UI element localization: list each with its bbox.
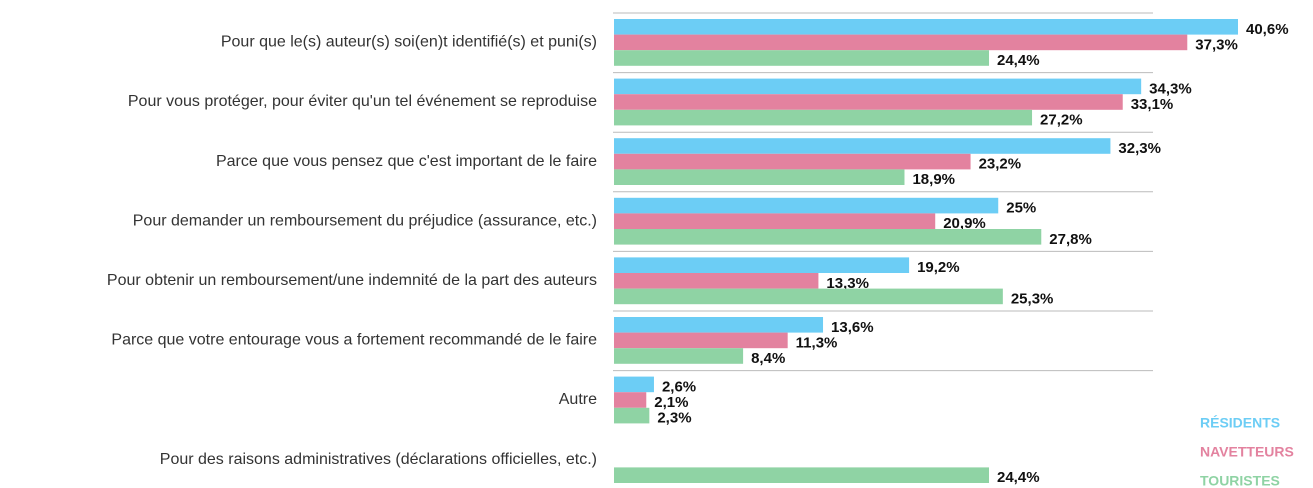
bar (614, 197, 999, 214)
bar (614, 34, 1188, 51)
category-label: Autre (559, 391, 597, 408)
legend-label: RÉSIDENTS (1200, 415, 1280, 431)
bar (614, 376, 654, 393)
bar (614, 257, 910, 273)
bar (614, 169, 905, 185)
value-label: 27,2% (1040, 112, 1083, 129)
value-label: 13,3% (826, 275, 869, 292)
value-label: 20,9% (943, 215, 986, 232)
value-label: 2,3% (657, 410, 691, 427)
bar (614, 348, 744, 364)
value-label: 32,3% (1118, 140, 1161, 157)
bar (614, 153, 971, 170)
bar (614, 78, 1142, 95)
value-label: 24,4% (997, 469, 1040, 486)
category-label: Parce que votre entourage vous a forteme… (111, 332, 597, 349)
category-label: Pour demander un remboursement du préjud… (133, 212, 597, 229)
bar (614, 273, 819, 289)
category-label: Pour que le(s) auteur(s) soi(en)t identi… (221, 34, 597, 51)
bar (614, 109, 1033, 126)
value-label: 25% (1006, 200, 1036, 217)
category-label: Pour des raisons administratives (déclar… (160, 451, 597, 468)
value-label: 2,6% (662, 378, 696, 395)
legend-label: TOURISTES (1200, 473, 1280, 488)
legend-label: NAVETTEURS (1200, 444, 1294, 460)
value-label: 13,6% (831, 319, 874, 336)
category-label: Pour obtenir un remboursement/une indemn… (107, 272, 597, 289)
value-label: 27,8% (1049, 231, 1092, 248)
bar (614, 50, 990, 66)
bar (614, 229, 1042, 245)
bar (614, 288, 1003, 305)
value-label: 11,3% (796, 334, 838, 351)
value-label: 23,2% (979, 156, 1022, 173)
value-label: 24,4% (997, 52, 1040, 69)
value-label: 40,6% (1246, 21, 1289, 38)
bar (614, 138, 1111, 154)
value-label: 34,3% (1149, 80, 1192, 97)
category-label: Pour vous protéger, pour éviter qu'un te… (128, 93, 597, 110)
value-label: 19,2% (917, 259, 960, 276)
value-label: 25,3% (1011, 290, 1054, 307)
bar (614, 332, 788, 349)
bar (614, 94, 1123, 110)
bar (614, 407, 650, 424)
value-label: 33,1% (1131, 96, 1174, 113)
bar (614, 213, 936, 229)
bar (614, 317, 824, 333)
category-label: Parce que vous pensez que c'est importan… (216, 153, 597, 170)
bar (614, 392, 647, 408)
value-label: 18,9% (912, 171, 955, 188)
bar (614, 467, 990, 483)
bar (614, 19, 1238, 35)
value-label: 8,4% (751, 350, 785, 367)
value-label: 2,1% (654, 394, 688, 411)
value-label: 37,3% (1195, 36, 1238, 53)
